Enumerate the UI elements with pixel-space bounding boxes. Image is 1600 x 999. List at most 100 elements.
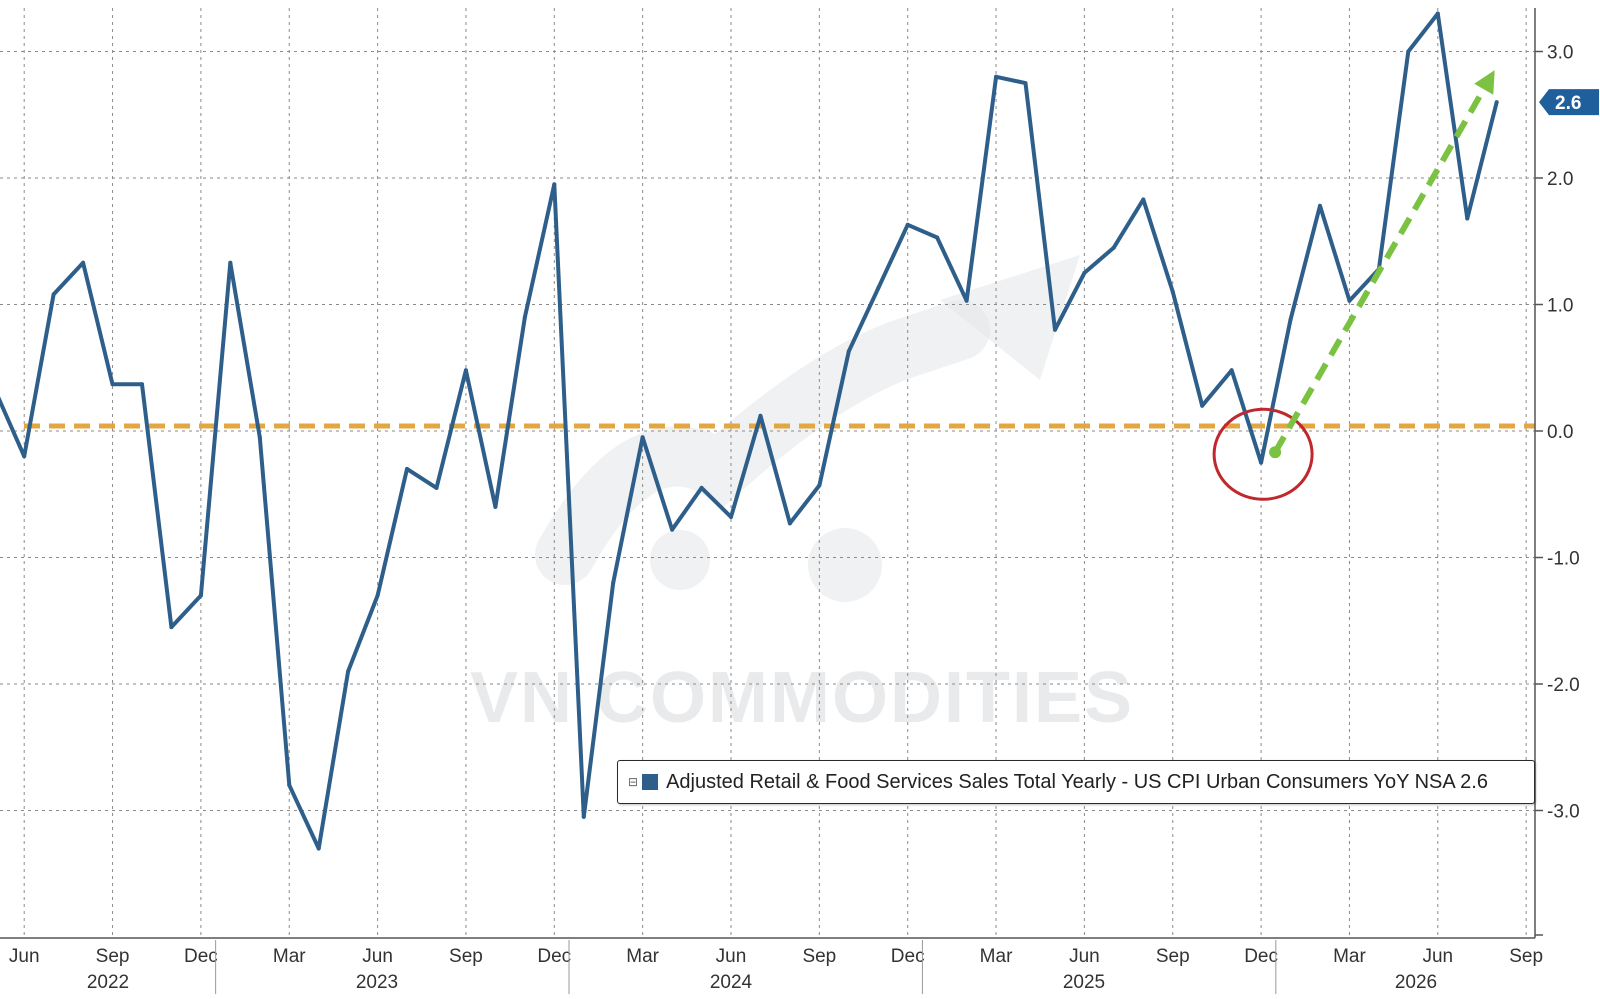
y-tick-label: 2.0 xyxy=(1547,169,1573,190)
data-point xyxy=(758,413,763,418)
data-point xyxy=(1170,289,1175,294)
data-point xyxy=(1406,49,1411,54)
data-point xyxy=(1023,81,1028,86)
x-tick-label: Sep xyxy=(96,946,130,967)
x-tick-label: Mar xyxy=(626,946,659,967)
data-point xyxy=(994,74,999,79)
x-tick-label: Sep xyxy=(1156,946,1190,967)
data-point xyxy=(346,669,351,674)
data-point xyxy=(257,435,262,440)
data-point xyxy=(1347,298,1352,303)
data-point xyxy=(876,286,881,291)
data-point xyxy=(140,382,144,387)
x-tick-label: Mar xyxy=(273,946,306,967)
data-point xyxy=(670,527,675,532)
legend[interactable]: ⊟ Adjusted Retail & Food Services Sales … xyxy=(617,760,1535,804)
data-point xyxy=(1494,100,1499,105)
data-point xyxy=(405,466,410,471)
data-point xyxy=(22,454,27,459)
x-tick-label: Dec xyxy=(891,946,925,967)
data-point xyxy=(1259,460,1264,465)
x-year-label: 2026 xyxy=(1395,972,1437,993)
data-point xyxy=(81,260,86,265)
watermark-arrow-head xyxy=(940,255,1080,380)
watermark-dot xyxy=(808,528,882,602)
data-point xyxy=(552,182,557,187)
x-tick-label: Jun xyxy=(1422,946,1453,967)
data-point xyxy=(110,382,115,387)
series-line xyxy=(0,11,1499,851)
legend-swatch xyxy=(642,774,659,790)
x-tick-label: Dec xyxy=(1244,946,1278,967)
data-point xyxy=(169,625,174,630)
data-point xyxy=(817,483,822,488)
watermark-text: VN COMMODITIES xyxy=(470,658,1134,738)
data-point xyxy=(1141,197,1146,202)
x-tick-label: Dec xyxy=(537,946,571,967)
annotations xyxy=(1212,70,1495,501)
x-tick-label: Sep xyxy=(802,946,836,967)
data-point xyxy=(1318,203,1322,208)
data-point xyxy=(1288,317,1293,322)
data-point xyxy=(51,292,56,297)
data-point xyxy=(1200,403,1205,408)
trend-arrow-start xyxy=(1269,446,1282,459)
data-point xyxy=(287,783,292,788)
last-value-tag xyxy=(1539,89,1599,116)
y-tick-label: 1.0 xyxy=(1547,296,1573,317)
data-point xyxy=(1435,11,1440,16)
data-point xyxy=(198,593,203,598)
y-tick-label: -1.0 xyxy=(1547,549,1580,570)
data-point xyxy=(787,521,792,526)
data-point xyxy=(434,485,439,490)
data-point xyxy=(316,846,321,851)
x-year-label: 2022 xyxy=(87,972,129,993)
data-point xyxy=(522,315,527,320)
series-layer xyxy=(0,11,1499,851)
data-point xyxy=(1082,270,1087,275)
y-tick-label: -2.0 xyxy=(1547,675,1580,696)
x-tick-label: Mar xyxy=(980,946,1013,967)
trend-arrow-line xyxy=(1272,87,1487,454)
x-tick-label: Sep xyxy=(449,946,483,967)
collapse-toggle-icon[interactable]: ⊟ xyxy=(628,775,639,789)
x-tick-label: Jun xyxy=(716,946,747,967)
data-point xyxy=(1229,368,1234,373)
watermark-dot xyxy=(650,530,710,590)
data-point xyxy=(935,235,940,240)
x-tick-label: Jun xyxy=(9,946,40,967)
data-point xyxy=(375,593,380,598)
y-tick-label: 3.0 xyxy=(1547,43,1573,64)
axes: 3.0 2.0 1.0 0.0 -1.0 -2.0 -3.0 Jun Sep Dec Mar Jun S… xyxy=(0,8,1599,994)
grid xyxy=(0,8,1535,936)
x-tick-label: Dec xyxy=(184,946,218,967)
y-tick-label: 0.0 xyxy=(1547,422,1573,443)
x-tick-label: Jun xyxy=(362,946,393,967)
data-point xyxy=(581,814,586,819)
trend-arrow-head xyxy=(1474,70,1495,95)
data-point xyxy=(699,485,704,490)
data-point xyxy=(729,515,733,520)
x-tick-label: Jun xyxy=(1069,946,1100,967)
y-tick-label: -3.0 xyxy=(1547,802,1580,823)
data-point xyxy=(493,504,498,509)
highlight-circle xyxy=(1212,407,1314,501)
last-value-label: 2.6 xyxy=(1555,93,1581,114)
data-point xyxy=(1465,216,1470,221)
watermark-swoosh xyxy=(535,300,990,585)
x-year-label: 2025 xyxy=(1063,972,1105,993)
x-tick-label: Mar xyxy=(1333,946,1366,967)
x-year-label: 2024 xyxy=(710,972,753,993)
data-point xyxy=(1111,245,1116,250)
data-point xyxy=(1052,327,1057,332)
data-point xyxy=(905,222,910,227)
x-tick-label: Sep xyxy=(1509,946,1543,967)
data-point xyxy=(640,435,645,440)
data-point xyxy=(228,260,233,265)
data-point xyxy=(846,349,851,354)
x-year-label: 2023 xyxy=(356,972,398,993)
data-point xyxy=(463,368,468,373)
legend-label: Adjusted Retail & Food Services Sales To… xyxy=(666,770,1488,793)
